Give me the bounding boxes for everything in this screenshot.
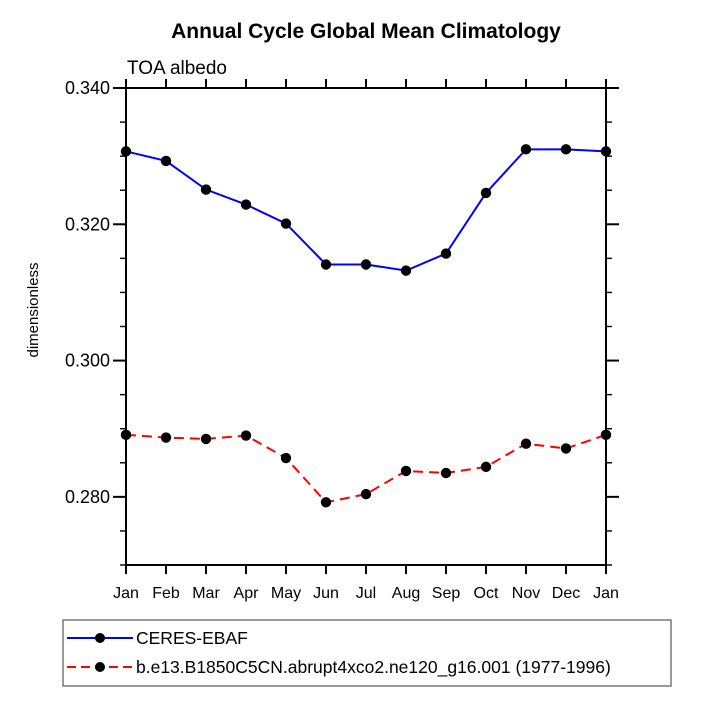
series-1-marker: [240, 430, 252, 441]
series-1-marker: [200, 433, 212, 445]
series-0-marker: [160, 155, 172, 167]
legend-sample-marker-1: [95, 662, 105, 672]
legend: CERES-EBAF b.e13.B1850C5CN.abrupt4xco2.ne…: [62, 619, 672, 687]
x-tick-label: Feb: [152, 585, 180, 602]
series-1-marker: [400, 465, 412, 477]
series-0-marker: [520, 144, 532, 155]
series-0-marker: [200, 184, 212, 195]
x-tick-label: Sep: [432, 585, 461, 602]
series-0-line: [125, 148, 607, 272]
series-1-marker: [480, 461, 492, 473]
y-tick-label: 0.300: [65, 351, 110, 371]
series-0-marker: [360, 259, 372, 270]
x-tick-label: May: [271, 585, 301, 602]
series-0-marker: [480, 187, 492, 199]
series-0-marker: [240, 199, 252, 210]
series-1-marker: [280, 452, 292, 464]
series-0-marker: [280, 218, 292, 229]
x-tick-label: Jul: [356, 585, 376, 602]
y-tick-label: 0.340: [65, 78, 110, 98]
series-1-marker: [520, 438, 532, 449]
series-0-marker: [120, 146, 132, 157]
y-tick-label: 0.280: [65, 487, 110, 507]
legend-sample-marker-0: [95, 633, 105, 643]
x-tick-label: Jan: [113, 585, 139, 602]
series-0-marker: [560, 144, 572, 155]
series-0-marker: [400, 265, 412, 276]
y-tick-label: 0.320: [65, 214, 110, 234]
legend-label-0: CERES-EBAF: [136, 628, 248, 648]
series-0-marker: [440, 248, 452, 259]
series-1-marker: [160, 432, 172, 443]
x-tick-label: Oct: [474, 585, 499, 602]
x-tick-label: Nov: [512, 585, 540, 602]
x-tick-label: Apr: [234, 585, 260, 602]
chart-title: Annual Cycle Global Mean Climatology: [171, 20, 561, 43]
series-1-marker: [320, 497, 332, 508]
x-tick-label: Jan: [593, 585, 619, 602]
x-tick-label: Jun: [313, 585, 339, 602]
series-1-marker: [120, 429, 132, 441]
series-0-marker: [320, 259, 332, 270]
axes: Jan Feb Mar Apr May Jun Jul Aug Sep Oct Nov Dec Jan 0…: [65, 78, 619, 602]
x-tick-label: Dec: [552, 585, 580, 602]
series-1-marker: [600, 429, 612, 441]
y-axis-label: dimensionless: [25, 262, 42, 357]
series-1-marker: [560, 443, 572, 454]
series-0-marker: [600, 146, 612, 157]
series-1-marker: [360, 488, 372, 500]
data-series: [120, 144, 612, 508]
series-1-marker: [440, 467, 452, 479]
legend-label-1: b.e13.B1850C5CN.abrupt4xco2.ne120_g16.00…: [136, 657, 611, 678]
x-tick-label: Aug: [392, 585, 420, 602]
x-tick-label: Mar: [192, 585, 220, 602]
chart-subtitle: TOA albedo: [127, 58, 227, 79]
legend-box: [62, 619, 672, 687]
